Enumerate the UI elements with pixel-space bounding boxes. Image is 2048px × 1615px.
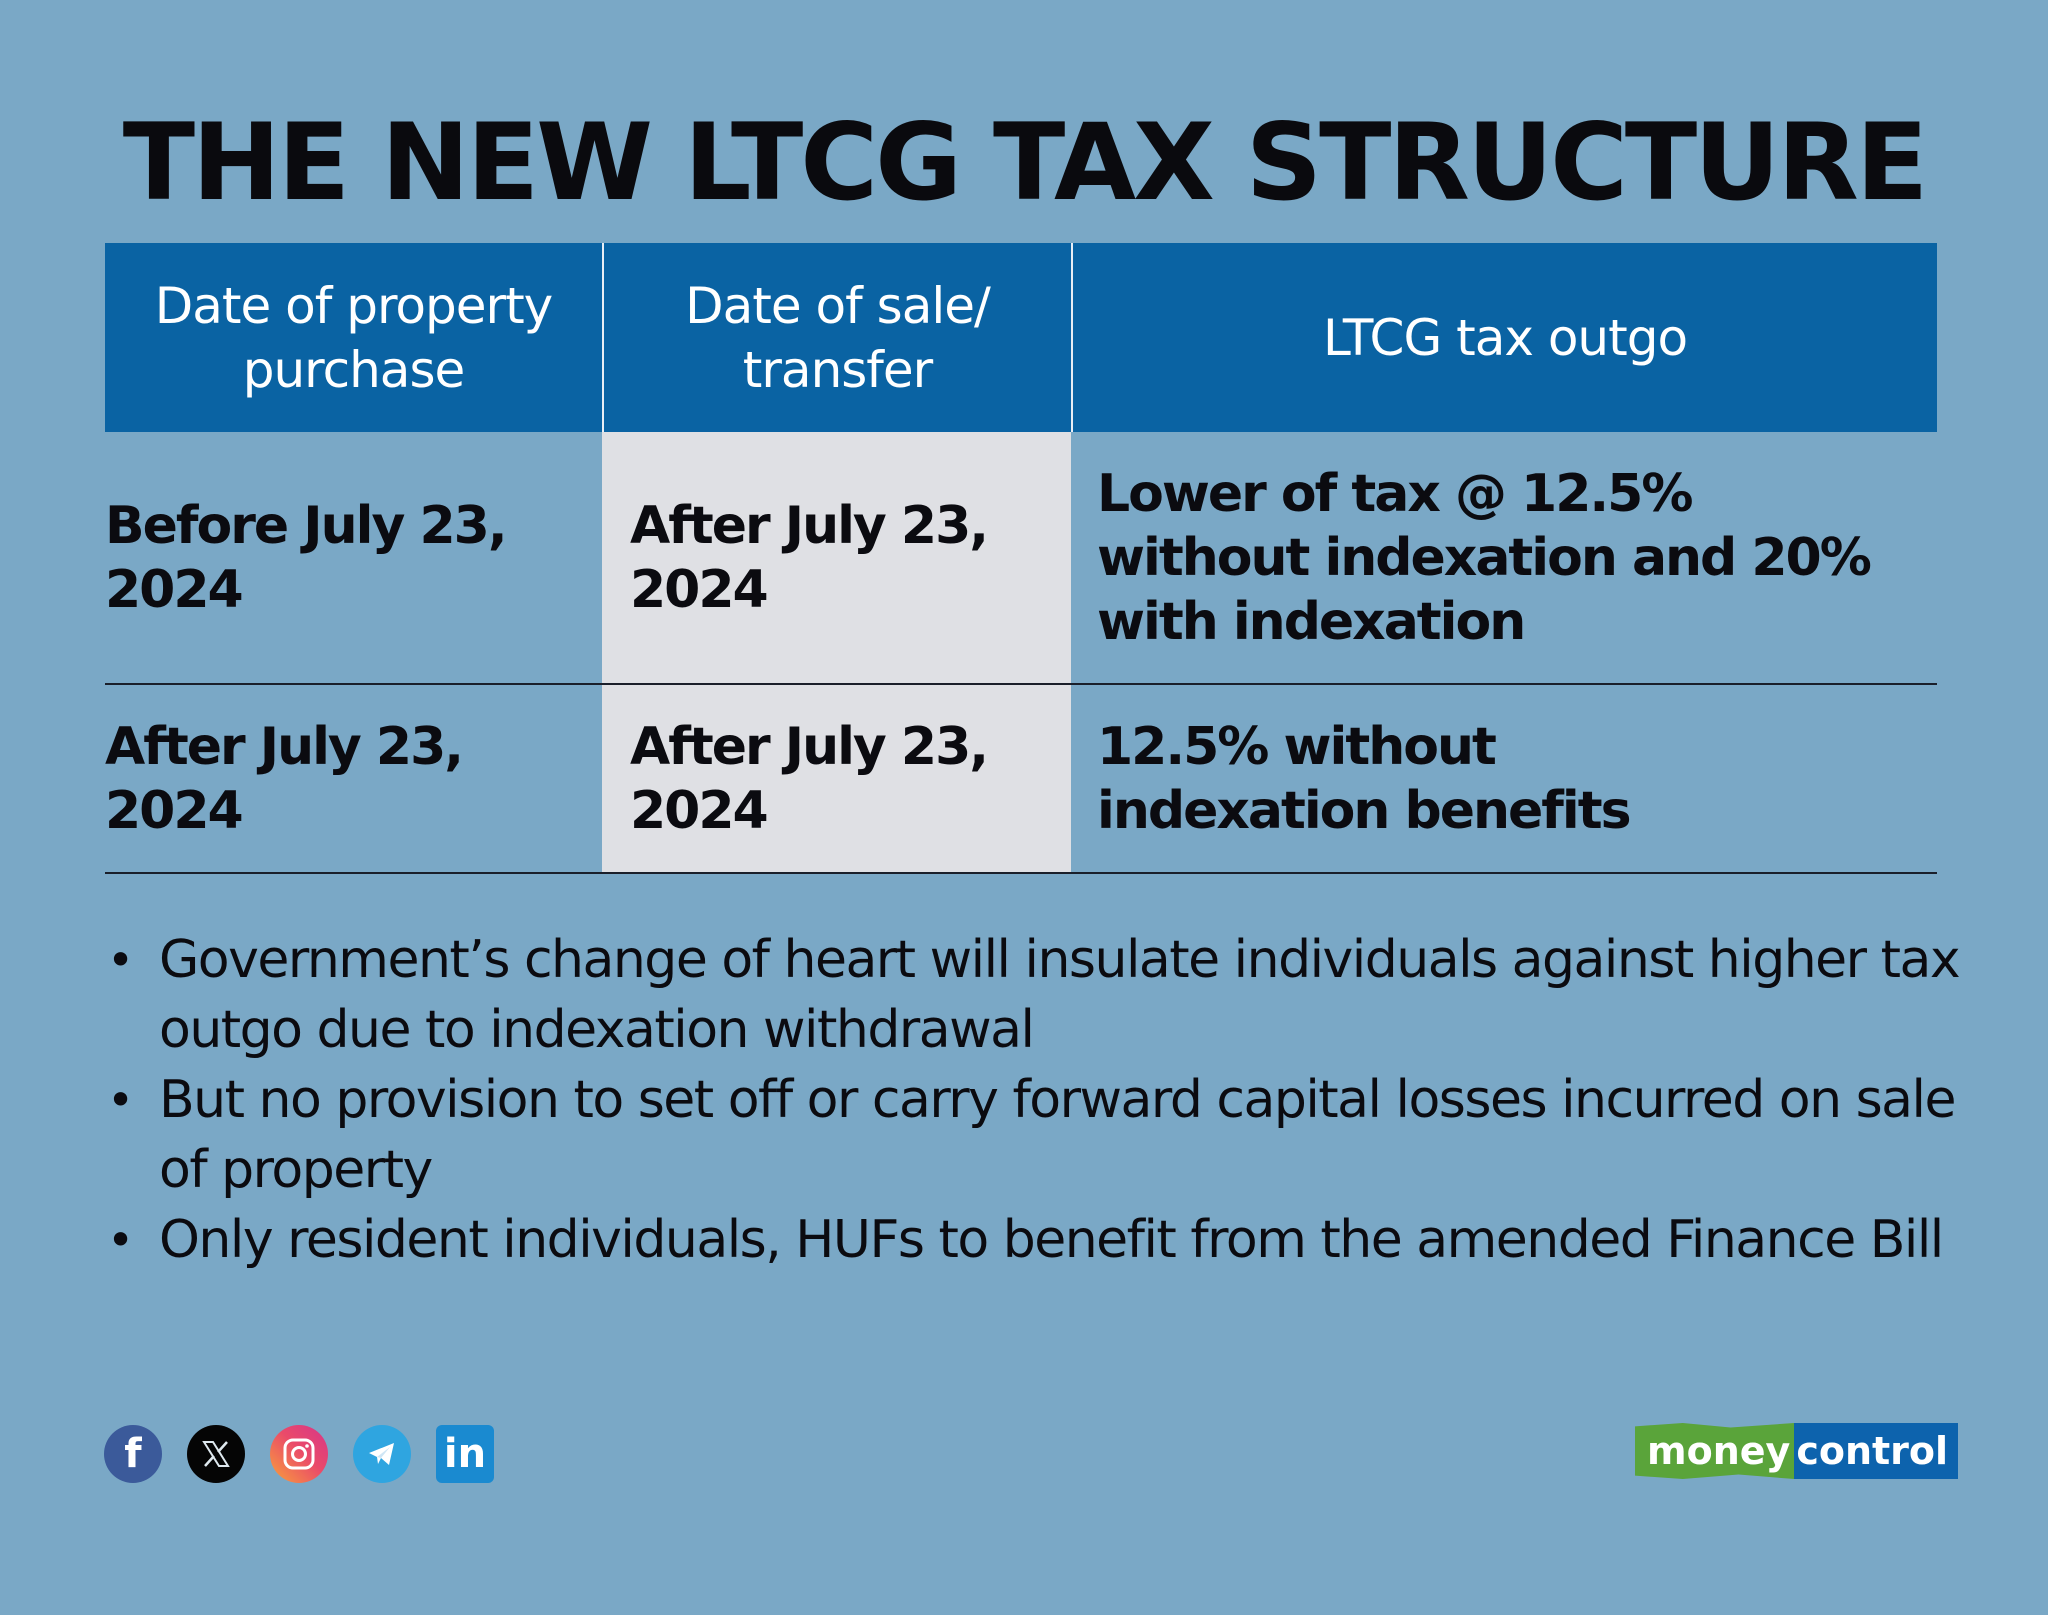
- facebook-glyph: f: [124, 1431, 142, 1477]
- page-title: THE NEW LTCG TAX STRUCTURE: [122, 101, 1929, 224]
- social-links: f in: [104, 1425, 494, 1483]
- logo-control: control: [1794, 1423, 1959, 1479]
- bullet-icon: •: [107, 933, 134, 987]
- header-sale-date: Date of sale/ transfer: [602, 243, 1071, 432]
- header-purchase-date: Date of property purchase: [105, 243, 602, 432]
- list-item: • Government’s change of heart will insul…: [105, 925, 1965, 1065]
- instagram-glyph: [283, 1438, 315, 1470]
- cell-sale-date: After July 23, 2024: [602, 432, 1071, 683]
- bullet-text: Government’s change of heart will insula…: [159, 930, 1961, 1060]
- x-twitter-icon[interactable]: [187, 1425, 245, 1483]
- cell-purchase-date: After July 23, 2024: [105, 716, 464, 841]
- linkedin-glyph: in: [443, 1431, 487, 1477]
- instagram-icon[interactable]: [270, 1425, 328, 1483]
- list-item: • But no provision to set off or carry fo…: [105, 1065, 1965, 1205]
- cell-purchase-date: Before July 23, 2024: [105, 495, 508, 620]
- logo-money: money: [1635, 1423, 1795, 1479]
- bullet-text: But no provision to set off or carry for…: [159, 1070, 1956, 1200]
- table-row: Before July 23, 2024 After July 23, 2024…: [105, 432, 1937, 685]
- bullet-icon: •: [107, 1213, 134, 1267]
- bullet-icon: •: [107, 1073, 134, 1127]
- header-tax-outgo: LTCG tax outgo: [1071, 243, 1937, 432]
- x-glyph: [202, 1441, 230, 1467]
- ltcg-table: Date of property purchase Date of sale/ …: [105, 243, 1937, 874]
- table-row: After July 23, 2024 After July 23, 2024 …: [105, 685, 1937, 874]
- cell-tax-outgo: 12.5% without indexation benefits: [1097, 716, 1632, 841]
- moneycontrol-logo: money control: [1635, 1423, 1959, 1479]
- bullet-text: Only resident individuals, HUFs to benef…: [159, 1210, 1944, 1270]
- facebook-icon[interactable]: f: [104, 1425, 162, 1483]
- telegram-icon[interactable]: [353, 1425, 411, 1483]
- linkedin-icon[interactable]: in: [436, 1425, 494, 1483]
- cell-tax-outgo: Lower of tax @ 12.5% without indexation …: [1097, 463, 1872, 652]
- telegram-glyph: [369, 1443, 394, 1465]
- list-item: • Only resident individuals, HUFs to bene…: [105, 1205, 1965, 1275]
- cell-sale-date: After July 23, 2024: [602, 685, 1071, 872]
- key-points-list: • Government’s change of heart will insul…: [105, 925, 1965, 1275]
- table-header-row: Date of property purchase Date of sale/ …: [105, 243, 1937, 432]
